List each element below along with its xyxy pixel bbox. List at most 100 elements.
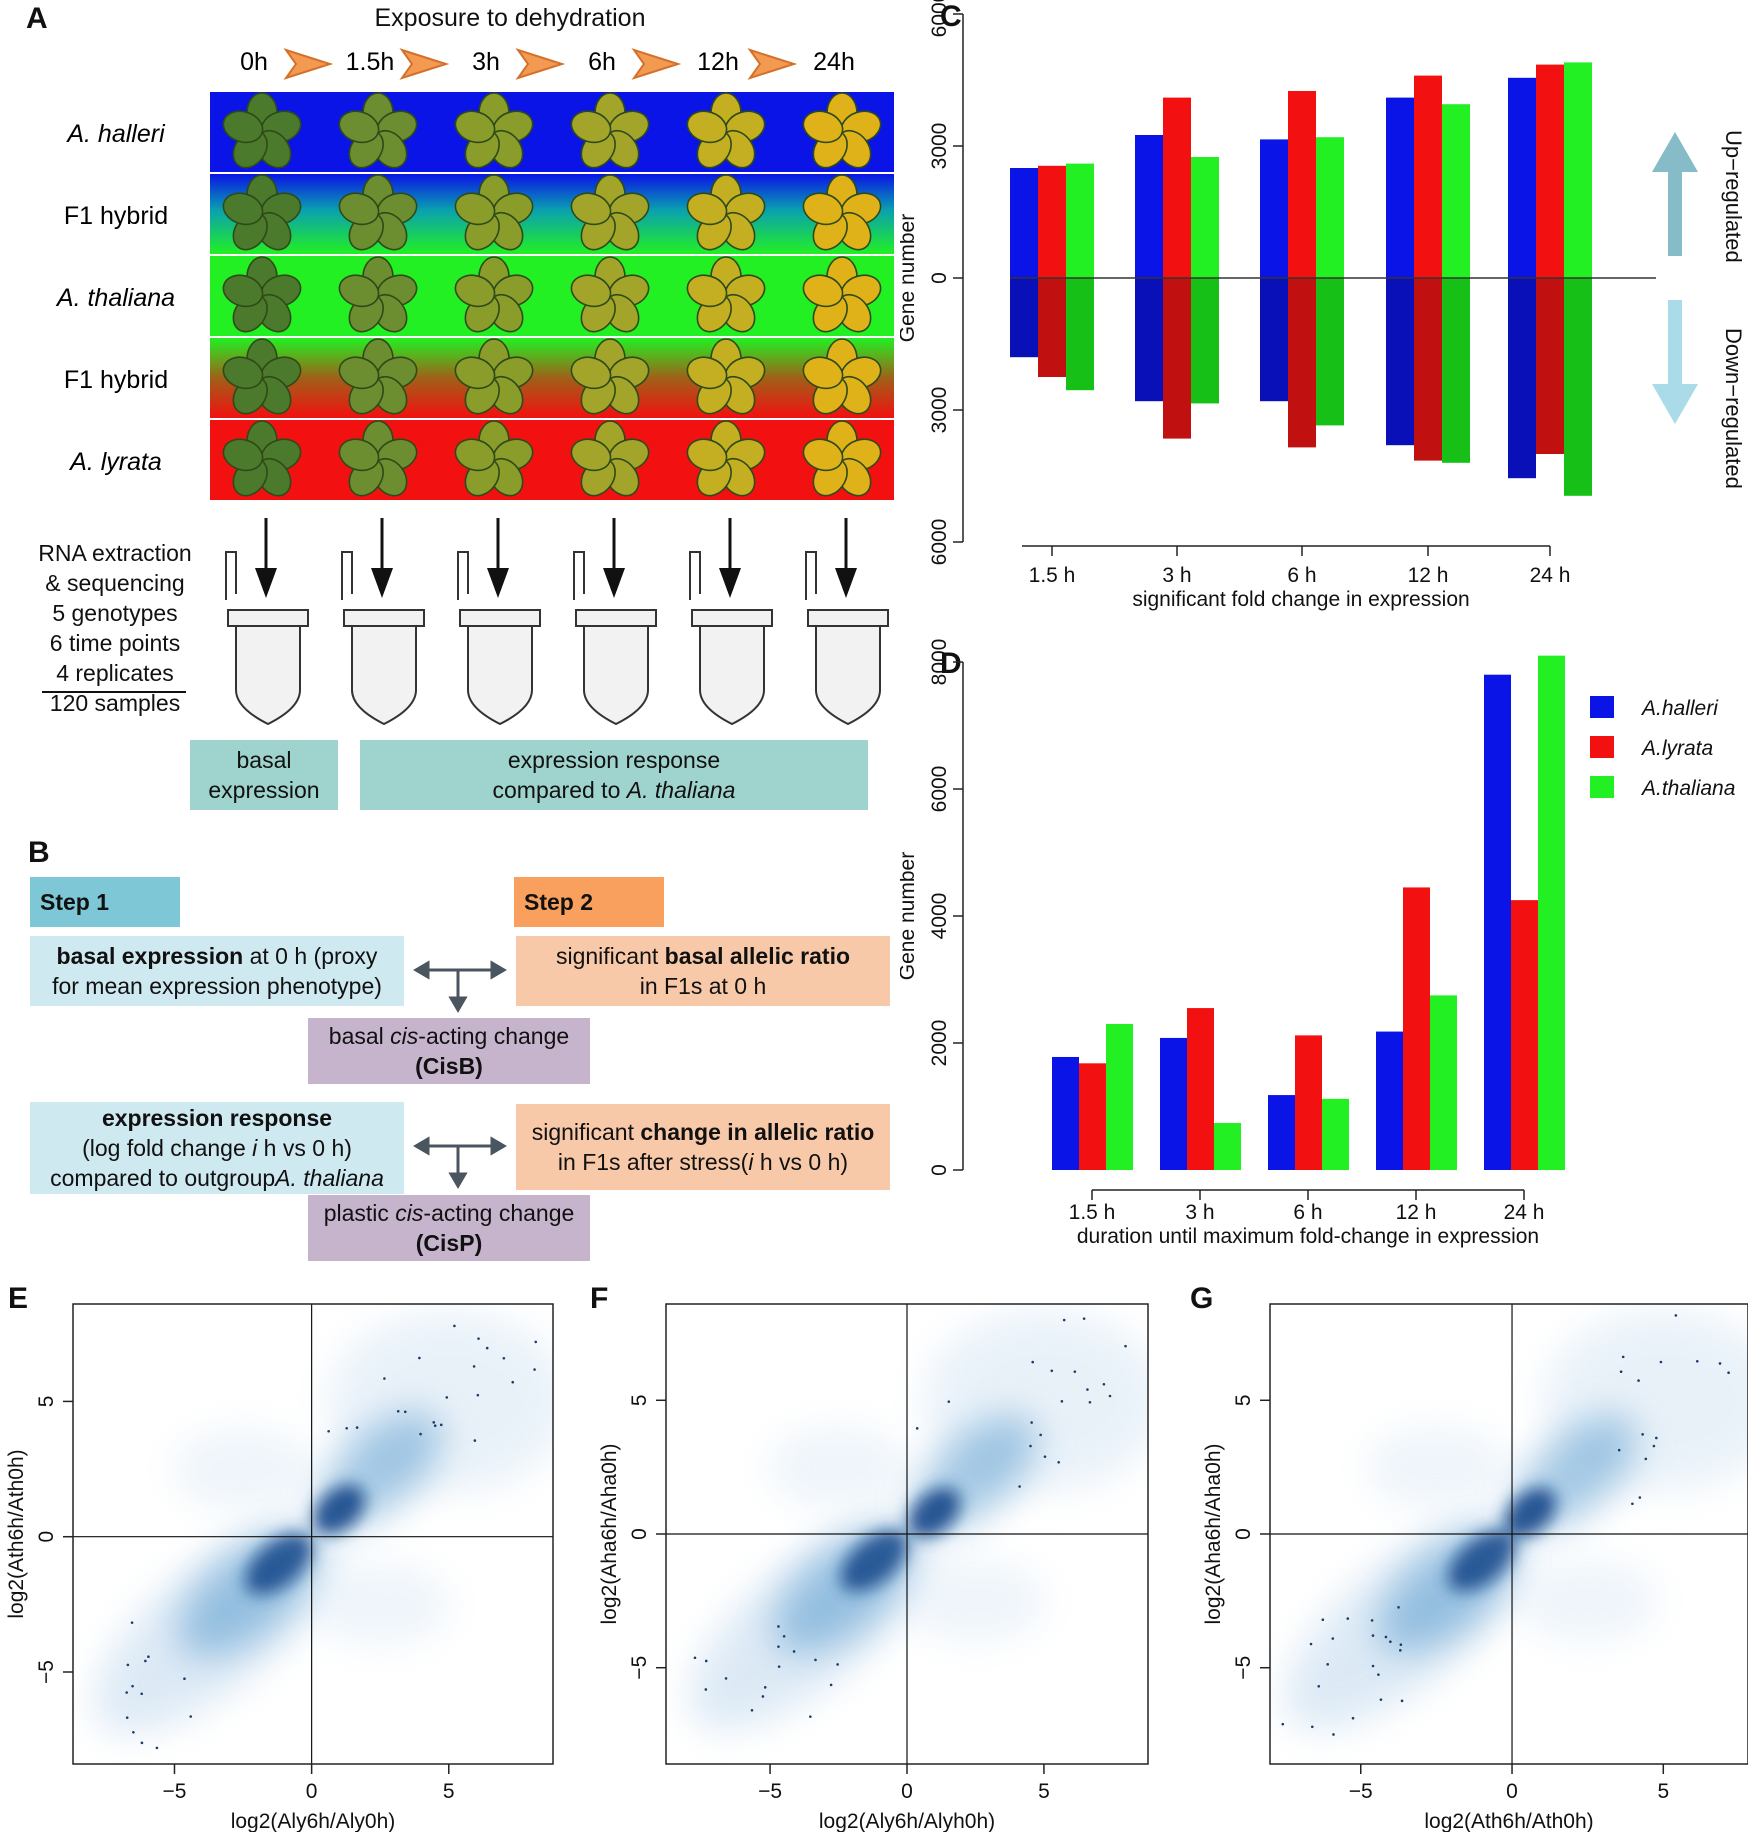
criterion-line: for mean expression phenotype) <box>52 973 382 999</box>
bar-down <box>1010 278 1038 358</box>
result-code-text: CisP <box>423 1230 475 1256</box>
scatter-point <box>724 1677 728 1680</box>
scatter-point <box>1086 1388 1089 1391</box>
scatter-point <box>1617 1448 1621 1452</box>
criterion-bold: basal expression <box>56 943 244 969</box>
y-tick-label: −5 <box>35 1660 58 1684</box>
y-axis-label: Gene number <box>900 852 919 980</box>
y-tick-label: 6000 <box>928 766 951 813</box>
response-box-prefix: compared to <box>492 777 627 803</box>
y-axis-label: log2(Aha6h/Aha0h) <box>598 1444 621 1625</box>
genotype-label: F1 hybrid <box>64 366 168 394</box>
density-cloud <box>1281 1310 1748 1736</box>
bar <box>1538 655 1565 1170</box>
scatter-point <box>1332 1733 1335 1736</box>
cisb-result-box: basal cis-acting change (CisB) <box>308 1018 590 1084</box>
genotype-label: A. lyrata <box>68 448 162 476</box>
scatter-point <box>155 1746 159 1750</box>
scatter-point <box>1050 1369 1054 1373</box>
arrow-down-icon <box>603 568 625 598</box>
panel-label-d: D <box>940 647 962 680</box>
x-tick-label: 5 <box>1657 1780 1669 1803</box>
scatter-point <box>1331 1637 1335 1640</box>
basal-allelic-ratio-criterion: significant basal allelic ratio in F1s a… <box>516 936 890 1006</box>
scatter-point <box>1351 1716 1355 1720</box>
criterion-prefix: significant <box>555 943 665 969</box>
scatter-point <box>146 1784 149 1787</box>
y-axis-label: log2(Ath6h/Ath0h) <box>5 1449 28 1618</box>
scatter-point <box>1400 1699 1404 1703</box>
scatter-point <box>433 1424 437 1428</box>
sample-tube-icon <box>689 551 773 726</box>
bar <box>1511 900 1538 1170</box>
bar-down <box>1288 278 1316 448</box>
y-tick-label: 0 <box>628 1528 651 1540</box>
y-tick-label: 5 <box>1232 1394 1255 1406</box>
scatter-point <box>140 1692 143 1696</box>
y-axis-label: log2(Aha6h/Aha0h) <box>1202 1444 1225 1625</box>
scatter-point <box>1718 1362 1722 1365</box>
scatter-point <box>477 1337 480 1340</box>
bar-up <box>1135 135 1163 278</box>
time-label: 12h <box>697 48 739 76</box>
panel-label-g: G <box>1190 1282 1214 1315</box>
criterion-italic: A. thaliana <box>275 1165 384 1191</box>
criterion-part: (log fold change <box>82 1135 253 1161</box>
bar-down <box>1135 278 1163 402</box>
scatter-point <box>1346 1617 1350 1620</box>
time-label: 24h <box>813 48 855 76</box>
x-axis-label: log2(Aly6h/Aly0h) <box>231 1810 396 1832</box>
up-regulated-label: Up−regulated <box>1721 130 1746 263</box>
scatter-point <box>1043 1455 1047 1458</box>
bar <box>1484 674 1511 1170</box>
arrow-down-icon <box>719 568 741 598</box>
legend-swatch <box>1590 696 1614 718</box>
scatter-point <box>1377 1673 1380 1676</box>
scatter-point <box>1281 1722 1285 1726</box>
scatter-point <box>1641 1433 1644 1436</box>
arrow-down-icon <box>835 568 857 598</box>
genotype-row-band <box>210 92 894 172</box>
panel-label-a: A <box>26 2 48 35</box>
sample-line: 120 samples <box>49 690 181 716</box>
criterion-rest: at 0 h (proxy <box>243 943 378 969</box>
sample-tube-icon <box>225 551 309 726</box>
scatter-point <box>836 1663 839 1666</box>
scatter-point <box>419 1432 422 1436</box>
x-tick-label: 0 <box>1506 1780 1518 1803</box>
time-label: 6h <box>588 48 616 76</box>
bar <box>1403 887 1430 1170</box>
scatter-point <box>1124 1344 1127 1348</box>
criterion-line: compared to outgroupA. thaliana <box>50 1163 384 1193</box>
decision-arrows <box>413 960 507 1189</box>
sample-line: RNA extraction <box>38 540 192 566</box>
scatter-point <box>1371 1634 1375 1637</box>
bar-up <box>1386 97 1414 278</box>
y-tick-label: 3000 <box>928 387 951 434</box>
y-tick-label: 6000 <box>928 519 951 566</box>
scatter-point <box>1655 1436 1658 1440</box>
down-arrow-icon <box>1652 384 1698 424</box>
x-tick-label: 3 h <box>1185 1201 1214 1224</box>
scatter-point <box>777 1645 780 1648</box>
scatter-point <box>533 1368 536 1371</box>
bar-up <box>1010 168 1038 278</box>
scatter-point <box>1399 1643 1403 1647</box>
scatter-point <box>782 1634 786 1638</box>
scatter-point <box>140 1741 144 1745</box>
genotype-row-band <box>210 174 894 254</box>
panel-label-c: C <box>940 0 962 33</box>
scatter-point <box>1062 1318 1066 1322</box>
scatter-point <box>534 1340 538 1344</box>
y-tick-label: 0 <box>35 1531 58 1543</box>
scatter-point <box>485 1346 489 1350</box>
scatter-point <box>511 1380 515 1384</box>
step2-badge: Step 2 <box>514 877 664 927</box>
scatter-point <box>777 1625 780 1628</box>
criterion-italic: i <box>252 1135 258 1161</box>
scatter-point <box>445 1396 449 1399</box>
legend-label: A.halleri <box>1640 697 1719 720</box>
scatter-point <box>1379 1698 1383 1701</box>
scatter-point <box>1326 1663 1329 1666</box>
y-tick-label: 0 <box>1232 1528 1255 1540</box>
